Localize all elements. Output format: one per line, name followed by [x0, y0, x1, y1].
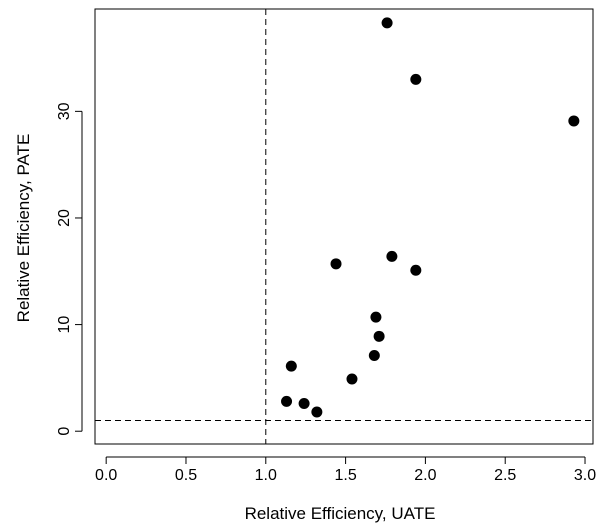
y-axis: 0 10 20 30 [56, 102, 83, 436]
data-point [373, 330, 385, 342]
x-tick-label: 0.0 [95, 467, 117, 484]
x-tick-label: 2.5 [494, 467, 516, 484]
data-point [370, 311, 382, 323]
y-tick-label: 10 [56, 316, 73, 334]
x-tick-label: 2.0 [414, 467, 436, 484]
x-axis-title: Relative Efficiency, UATE [245, 504, 436, 523]
data-point [346, 373, 358, 385]
data-point [298, 397, 310, 409]
data-point [381, 17, 393, 29]
y-tick-label: 30 [56, 102, 73, 120]
data-point [281, 395, 293, 407]
x-tick-label: 3.0 [574, 467, 596, 484]
data-point [386, 250, 398, 262]
x-axis: 0.0 0.5 1.0 1.5 2.0 2.5 3.0 [95, 456, 596, 484]
x-tick-label: 1.5 [334, 467, 356, 484]
data-point [368, 350, 380, 362]
y-tick-label: 20 [56, 209, 73, 227]
data-point [311, 406, 323, 418]
plot-box [94, 8, 594, 445]
y-axis-title: Relative Efficiency, PATE [14, 134, 33, 323]
data-points [281, 17, 580, 418]
data-point [568, 115, 580, 127]
data-point [285, 360, 297, 372]
data-point [330, 258, 342, 270]
x-tick-label: 1.0 [255, 467, 277, 484]
y-tick-label: 0 [56, 427, 73, 436]
x-tick-label: 0.5 [175, 467, 197, 484]
reference-lines [95, 9, 593, 444]
data-point [410, 73, 422, 85]
data-point [410, 264, 422, 276]
